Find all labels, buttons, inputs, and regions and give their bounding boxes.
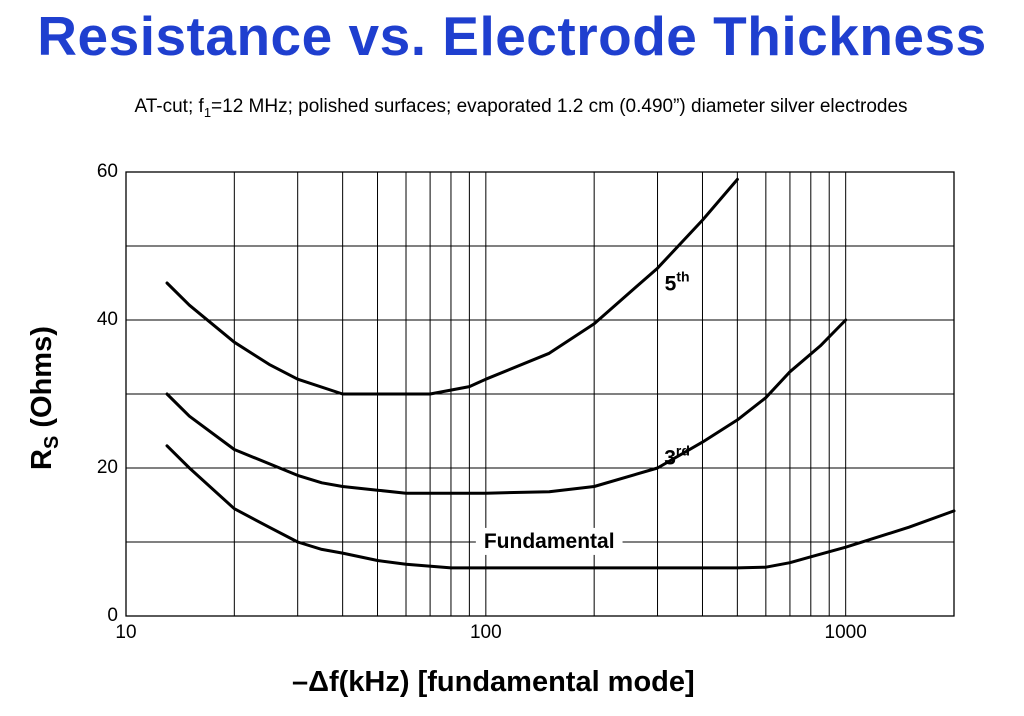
y-tick-label: 60 [97, 161, 118, 182]
series-label-3rd: 3rd [664, 442, 690, 469]
subtitle-subscript: 1 [203, 104, 212, 120]
x-axis-label: –Δf(kHz) [fundamental mode] [292, 666, 695, 698]
tick-labels: 0 20 40 60 10 100 1000 [97, 161, 867, 643]
page-title: Resistance vs. Electrode Thickness [37, 5, 987, 67]
series-line-3rd [165, 318, 848, 495]
subtitle-text-start: AT-cut; f [134, 96, 204, 117]
y-tick-label: 20 [97, 457, 118, 478]
y-axis-label-rest: (Ohms) [26, 326, 58, 436]
y-tick-label: 40 [97, 309, 118, 330]
y-tick-label: 0 [107, 605, 118, 626]
series-label-background [475, 527, 623, 555]
series-line-5th [165, 177, 739, 396]
subtitle-text-end: =12 MHz; polished surfaces; evaporated 1… [211, 96, 908, 117]
x-tick-label: 1000 [825, 622, 867, 643]
y-axis-label-main: R [26, 449, 58, 470]
x-tick-label: 10 [115, 622, 136, 643]
chart-subtitle: AT-cut; f1=12 MHz; polished surfaces; ev… [0, 96, 1024, 120]
x-tick-label: 100 [470, 622, 502, 643]
plot-frame [125, 171, 955, 617]
y-axis-label: RS (Ohms) [26, 326, 64, 470]
series-labels: 5th 3rd Fundamental [475, 268, 690, 555]
y-axis-label-sub: S [40, 435, 63, 450]
series-lines [165, 177, 956, 570]
series-label-5th: 5th [665, 268, 690, 295]
series-line-fundamental [165, 444, 956, 570]
series-label-fundamental: Fundamental [484, 530, 615, 553]
